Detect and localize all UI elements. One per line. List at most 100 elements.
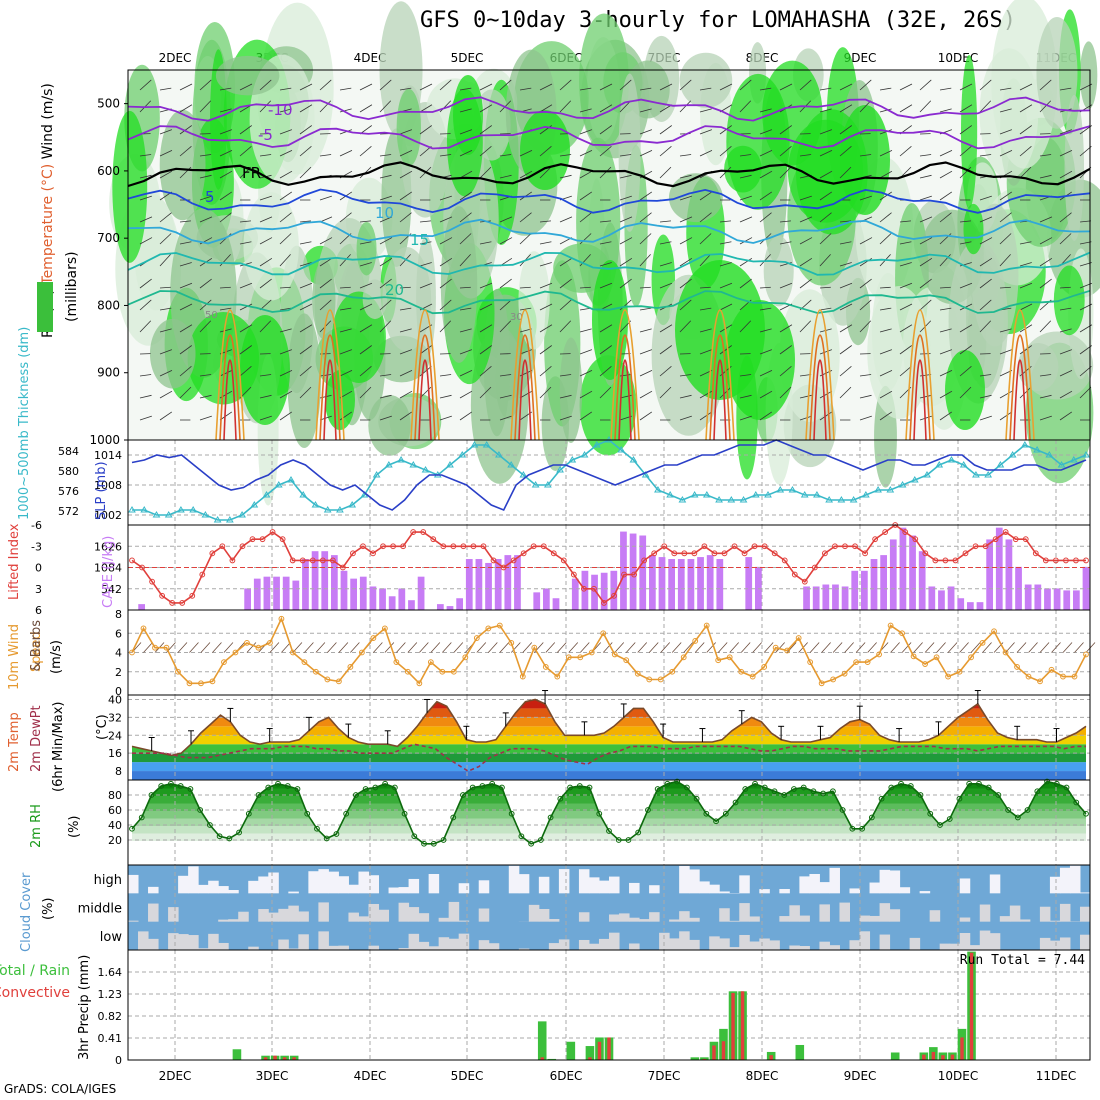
cape-bar	[716, 559, 724, 610]
thickness-tick-label: 572	[58, 505, 79, 518]
wind-barb	[279, 170, 293, 179]
rh-line-point	[255, 792, 262, 798]
rh-blob	[134, 197, 178, 311]
cloud-cell	[398, 948, 410, 950]
wind-barb	[439, 320, 452, 333]
wind-barb	[379, 216, 393, 223]
cloud-cell	[1079, 906, 1091, 922]
heat-contour	[414, 334, 436, 441]
thickness-line-point	[996, 461, 1005, 468]
wind-barb	[719, 145, 732, 157]
wind-barb	[269, 642, 280, 653]
wind-speed-line-point	[807, 659, 814, 666]
wind-barb	[659, 125, 672, 135]
wind-barb	[359, 324, 373, 333]
wind-speed-line-point	[175, 668, 181, 675]
wind-barb	[499, 642, 510, 653]
wind-barb	[729, 642, 739, 653]
temp-tick-label: 8	[115, 765, 122, 778]
li-line-point	[992, 536, 999, 543]
cape-bar	[379, 588, 386, 610]
cape-bar	[504, 555, 512, 610]
wind-barb	[799, 320, 812, 333]
wind-barb	[901, 642, 912, 653]
cloud-cell	[819, 882, 830, 894]
wind-barb	[259, 278, 272, 289]
cloud-cell	[959, 932, 971, 950]
wind-barb	[359, 345, 372, 355]
cloud-cell	[999, 916, 1011, 922]
wind-barb	[719, 83, 733, 91]
cloud-cell	[448, 938, 460, 950]
thickness-line-point	[923, 471, 931, 478]
thickness-line-point	[715, 496, 723, 503]
date-label-top: 4DEC	[354, 51, 387, 65]
cloud-cell	[679, 865, 690, 894]
precip-conv-bar	[922, 1054, 926, 1060]
li-line-point	[229, 557, 236, 564]
wind-barb	[879, 390, 893, 399]
rh-line-point	[898, 780, 904, 787]
li-line-point	[440, 543, 447, 550]
cloud-cell	[849, 940, 861, 950]
cloud-cell	[298, 934, 309, 950]
wind-barb	[879, 87, 892, 91]
wind-barb	[379, 394, 392, 399]
rh-blob	[963, 203, 984, 255]
wind-barb	[879, 328, 892, 333]
rh-line-point	[1083, 810, 1089, 817]
wind-barb	[959, 345, 972, 355]
wind-barb	[759, 108, 772, 113]
temp-band	[132, 735, 1086, 745]
wind-barb	[939, 212, 952, 223]
cloud-cell	[188, 935, 199, 950]
wind-barb	[859, 299, 872, 311]
wind-barb	[779, 83, 793, 91]
wind-barb	[199, 154, 212, 157]
cloud-cell	[458, 933, 470, 950]
cape-bar	[581, 570, 589, 610]
cloud-cell	[288, 905, 299, 922]
wind-barb	[459, 349, 473, 355]
wind-speed-line-point	[646, 676, 653, 683]
wind-barb	[442, 642, 452, 653]
wind-barb	[1039, 216, 1053, 223]
rh-line-point	[401, 810, 408, 817]
wind-label-d: (m/s)	[49, 640, 64, 674]
y-tick-label: 900	[97, 366, 120, 380]
li-line-point	[691, 550, 698, 557]
contour-label: 10	[375, 204, 394, 222]
cloud-cell	[629, 917, 640, 922]
wind-barb	[139, 79, 152, 91]
cape-bar	[803, 586, 810, 610]
wind-barb	[219, 307, 232, 311]
heat-contour	[1005, 309, 1035, 441]
wind-barb	[679, 174, 692, 179]
wind-barb	[799, 195, 812, 201]
wind-barb	[1059, 233, 1072, 245]
thickness-line-point	[947, 456, 956, 463]
cloud-cell	[348, 912, 359, 922]
wind-barb	[319, 195, 332, 201]
wind-barb	[899, 83, 913, 91]
wind-barb	[519, 349, 533, 355]
wind-barb	[599, 83, 613, 91]
wind-barb	[1019, 166, 1032, 179]
precip-total-bar	[700, 1057, 709, 1060]
cape-bar	[436, 604, 444, 610]
li-line-point	[842, 543, 848, 550]
rh-line-point	[138, 814, 145, 821]
rh-line-point	[382, 780, 389, 787]
wind-barb	[959, 386, 972, 399]
wind-barb	[899, 220, 912, 223]
wind-barb	[799, 237, 813, 245]
cape-bar	[841, 586, 849, 610]
cloud-cell	[588, 943, 600, 950]
cloud-cell	[749, 916, 760, 922]
rh-line-point	[683, 784, 690, 791]
cloud-cell	[408, 878, 420, 894]
wind-speed-line-point	[669, 668, 676, 675]
wind-barb	[759, 349, 773, 355]
cloud-cell	[518, 874, 530, 894]
cape-bar	[369, 586, 377, 610]
